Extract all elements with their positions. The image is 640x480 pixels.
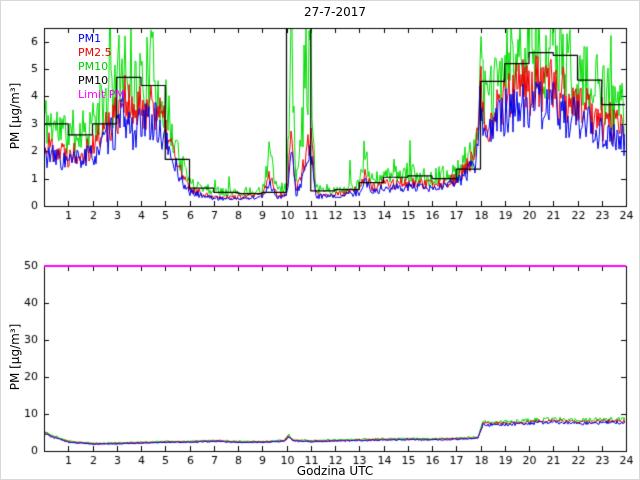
top-y-axis-label: PM [µg/m³]	[8, 82, 22, 150]
legend-item-limit-pm: Limit PM	[78, 88, 125, 101]
legend: PM1 PM2.5 PM10 PM10 Limit PM	[78, 32, 125, 102]
legend-item-pm2-5: PM2.5	[78, 46, 112, 59]
legend-item-pm1: PM1	[78, 32, 102, 45]
bottom-y-axis-label: PM [µg/m³]	[8, 323, 22, 391]
bottom-x-axis-label: Godzina UTC	[296, 464, 374, 478]
legend-item-pm10-hourly: PM10	[78, 74, 109, 87]
chart-title: 27-7-2017	[303, 5, 367, 19]
legend-item-pm10: PM10	[78, 60, 109, 73]
